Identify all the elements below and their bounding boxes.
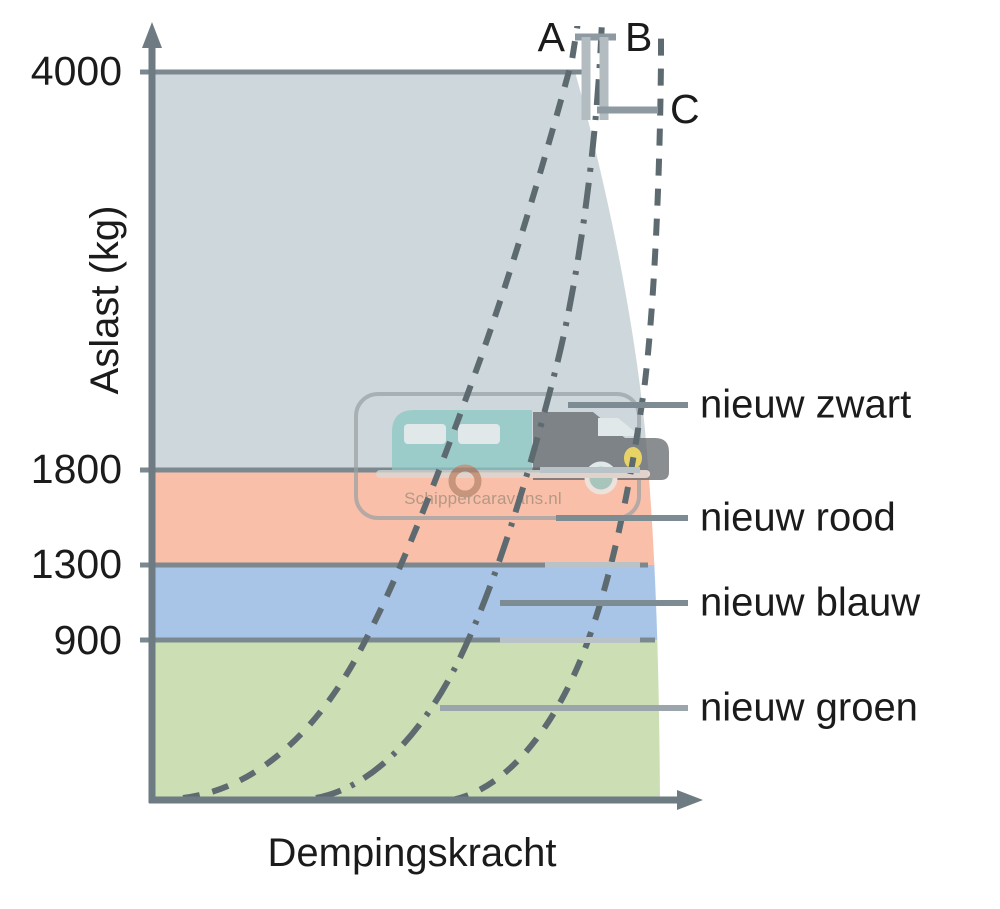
y-tick-label-4000: 4000 <box>31 48 122 94</box>
x-axis-arrow-icon <box>677 790 703 810</box>
caravan-window-right-icon <box>458 424 500 444</box>
y-tick-label-900: 900 <box>54 617 122 663</box>
series-label-zwart: nieuw zwart <box>700 383 911 427</box>
caravan-window-left-icon <box>404 424 446 444</box>
y-axis-title: Aslast (kg) <box>83 206 127 395</box>
axes-group <box>142 22 703 810</box>
y-tick-label-1800: 1800 <box>31 446 122 492</box>
y-tick-label-group: 4000 1800 1300 900 <box>31 48 122 663</box>
caravan-chassis-icon <box>376 470 546 478</box>
y-axis-arrow-icon <box>142 22 162 48</box>
marker-label-a: A <box>538 14 566 60</box>
curve-a <box>182 26 581 801</box>
curve-c <box>451 26 664 802</box>
series-label-rood: nieuw rood <box>700 496 896 540</box>
van-windshield-icon <box>598 418 640 436</box>
marker-label-c: C <box>670 86 700 132</box>
x-axis-title: Dempingskracht <box>267 831 556 875</box>
band-groen <box>152 640 660 800</box>
curve-b <box>315 26 605 801</box>
series-legend-group: nieuw zwart nieuw rood nieuw blauw nieuw… <box>440 383 920 730</box>
marker-label-b: B <box>625 14 652 60</box>
hitch-ring-icon <box>448 464 482 498</box>
series-label-groen: nieuw groen <box>700 686 918 730</box>
marker-group: A B C <box>538 14 700 132</box>
curve-group <box>182 26 664 802</box>
series-label-blauw: nieuw blauw <box>700 581 920 625</box>
y-tick-label-1300: 1300 <box>31 541 122 587</box>
